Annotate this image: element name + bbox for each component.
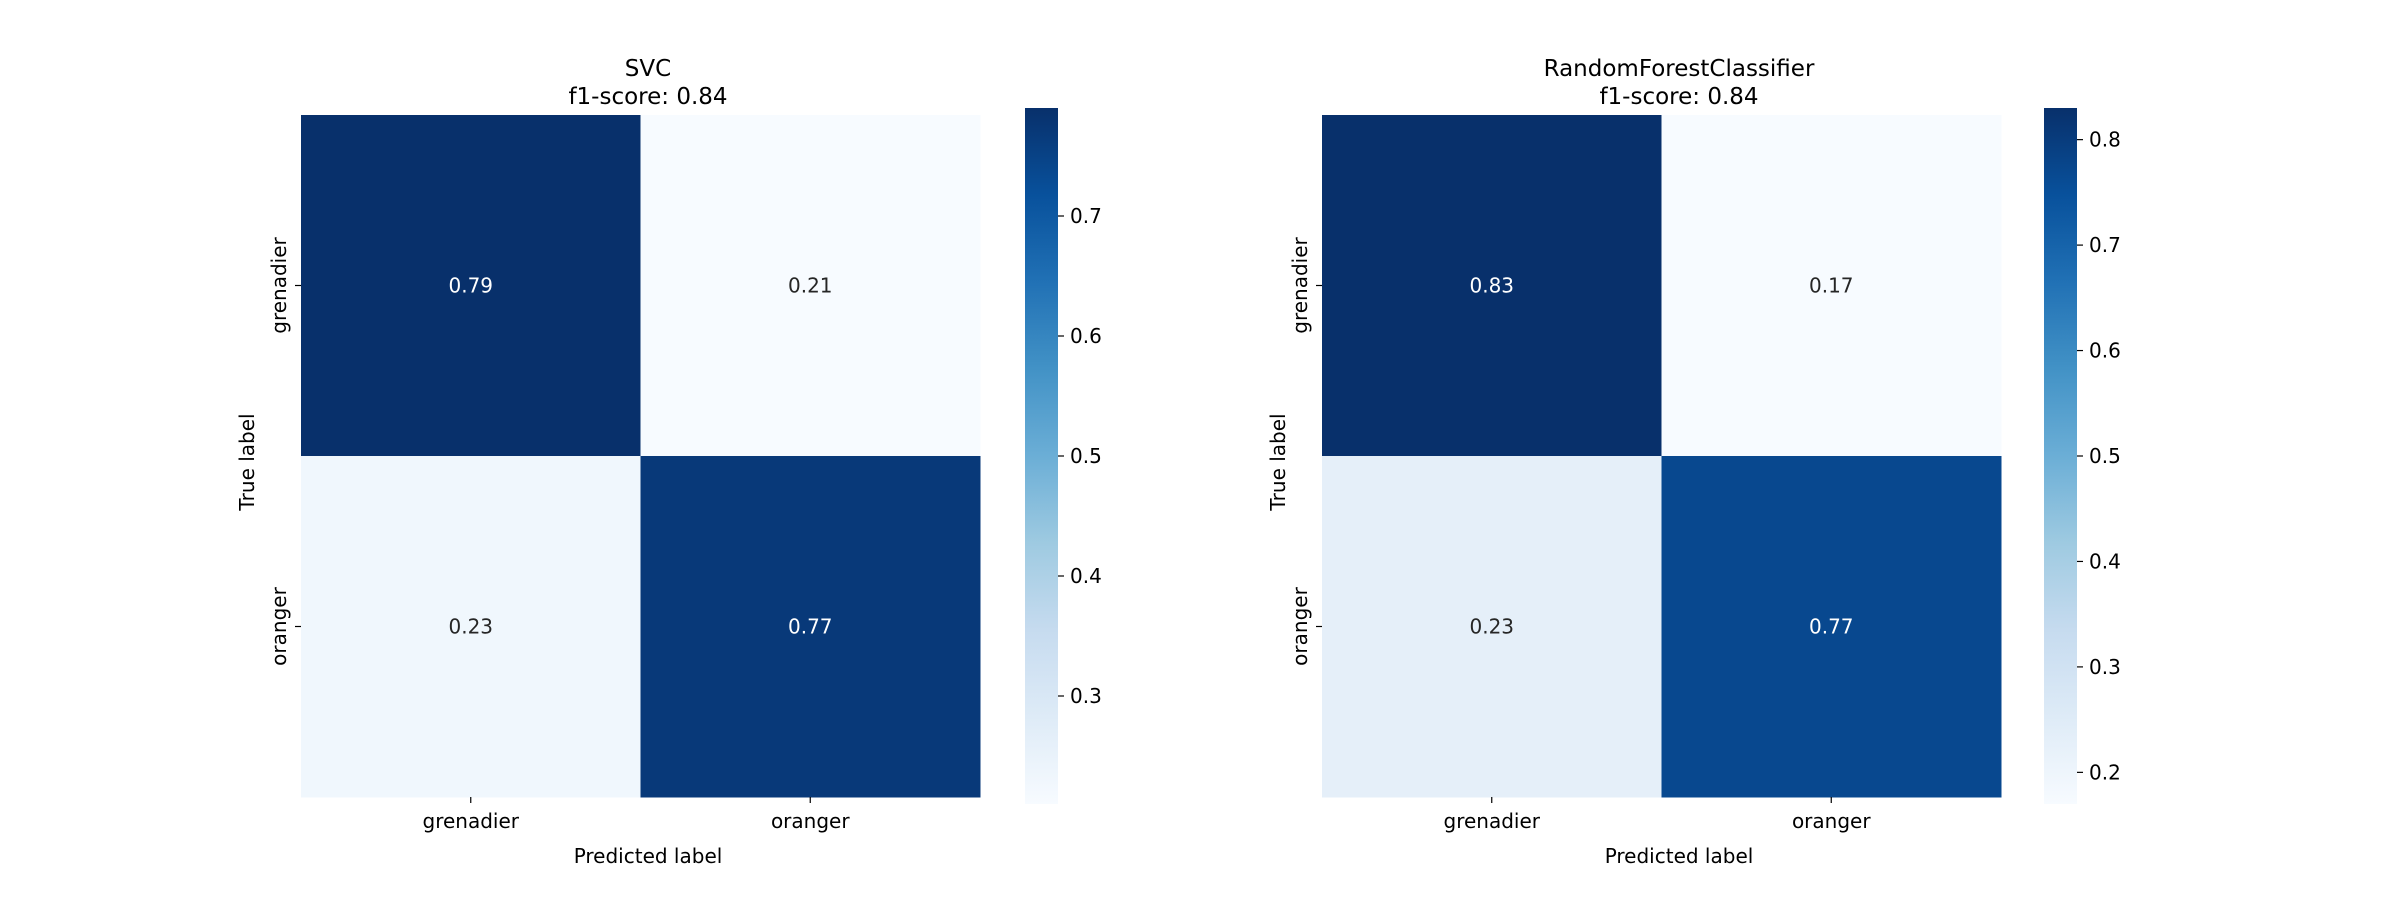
colorbar-tick-label-svc-0: 0.3 bbox=[1070, 684, 1102, 708]
colorbar-tick-label-randomforest-1: 0.3 bbox=[2089, 655, 2121, 679]
colorbar-tick-label-randomforest-0: 0.2 bbox=[2089, 760, 2121, 784]
cell-value-label-svc-r1-c1: 0.77 bbox=[788, 615, 833, 639]
colorbar-gradient-svc bbox=[1025, 108, 1058, 804]
heatmap-cell-svc-r1-c1 bbox=[640, 456, 981, 798]
x-axis-label-svc: Predicted label bbox=[574, 844, 723, 868]
y-tick-label-randomforest-1: oranger bbox=[1288, 586, 1312, 665]
chart-subtitle-svc: f1-score: 0.84 bbox=[568, 84, 727, 110]
chart-title-svc: SVC bbox=[625, 56, 671, 82]
cell-value-label-svc-r0-c1: 0.21 bbox=[788, 274, 833, 298]
y-tick-label-randomforest-0: grenadier bbox=[1288, 236, 1312, 333]
colorbar-tick-label-randomforest-5: 0.7 bbox=[2089, 233, 2121, 257]
colorbar-tick-label-svc-1: 0.4 bbox=[1070, 564, 1102, 588]
heatmap-cells-randomforest: 0.83 0.17 0.23 0.77 bbox=[1322, 115, 2002, 798]
x-tick-labels-svc: grenadier oranger bbox=[423, 797, 850, 833]
heatmap-cell-svc-r0-c0 bbox=[301, 115, 641, 457]
x-tick-labels-randomforest: grenadier oranger bbox=[1444, 797, 1871, 833]
cell-value-label-randomforest-r1-c1: 0.77 bbox=[1809, 615, 1854, 639]
chart-title-randomforest: RandomForestClassifier bbox=[1544, 56, 1815, 82]
heatmap-cell-randomforest-r1-c0 bbox=[1322, 456, 1662, 798]
colorbar-tick-label-randomforest-3: 0.5 bbox=[2089, 444, 2121, 468]
y-tick-label-svc-1: oranger bbox=[267, 586, 291, 665]
cell-value-label-svc-r0-c0: 0.79 bbox=[448, 274, 493, 298]
x-tick-label-svc-1: oranger bbox=[771, 809, 850, 833]
cell-value-label-randomforest-r0-c0: 0.83 bbox=[1469, 274, 1514, 298]
heatmap-cell-randomforest-r0-c0 bbox=[1322, 115, 1662, 457]
y-axis-label-svc: True label bbox=[235, 413, 259, 511]
heatmap-cells-svc: 0.79 0.21 0.23 0.77 bbox=[301, 115, 981, 798]
heatmap-cell-randomforest-r1-c1 bbox=[1661, 456, 2002, 798]
x-axis-label-randomforest: Predicted label bbox=[1605, 844, 1754, 868]
colorbar-svc: 0.3 0.4 0.5 0.6 0.7 bbox=[1025, 108, 1102, 804]
colorbar-randomforest: 0.2 0.3 0.4 0.5 0.6 0.7 0.8 bbox=[2044, 108, 2121, 804]
heatmap-cell-svc-r0-c1 bbox=[640, 115, 981, 457]
cell-value-label-randomforest-r0-c1: 0.17 bbox=[1809, 274, 1854, 298]
heatmap-panel-randomforest: RandomForestClassifier f1-score: 0.84 0.… bbox=[1266, 56, 2121, 868]
colorbar-tick-label-randomforest-6: 0.8 bbox=[2089, 128, 2121, 152]
colorbar-tick-label-randomforest-2: 0.4 bbox=[2089, 549, 2121, 573]
y-axis-label-randomforest: True label bbox=[1266, 413, 1290, 511]
cell-value-label-randomforest-r1-c0: 0.23 bbox=[1469, 615, 1514, 639]
chart-subtitle-randomforest: f1-score: 0.84 bbox=[1599, 84, 1758, 110]
cell-value-label-svc-r1-c0: 0.23 bbox=[448, 615, 493, 639]
x-tick-label-svc-0: grenadier bbox=[423, 809, 520, 833]
heatmap-cell-randomforest-r0-c1 bbox=[1661, 115, 2002, 457]
colorbar-tick-label-svc-2: 0.5 bbox=[1070, 444, 1102, 468]
colorbar-tick-label-svc-3: 0.6 bbox=[1070, 324, 1102, 348]
y-tick-labels-randomforest: grenadier oranger bbox=[1288, 236, 1322, 666]
y-tick-labels-svc: grenadier oranger bbox=[267, 236, 301, 666]
x-tick-label-randomforest-1: oranger bbox=[1792, 809, 1871, 833]
heatmap-panel-svc: SVC f1-score: 0.84 0.79 0.21 0.23 0.77 gren… bbox=[235, 56, 1102, 868]
x-tick-label-randomforest-0: grenadier bbox=[1444, 809, 1541, 833]
y-tick-label-svc-0: grenadier bbox=[267, 236, 291, 333]
colorbar-tick-label-randomforest-4: 0.6 bbox=[2089, 339, 2121, 363]
colorbar-gradient-randomforest bbox=[2044, 108, 2077, 804]
colorbar-tick-label-svc-4: 0.7 bbox=[1070, 204, 1102, 228]
heatmap-cell-svc-r1-c0 bbox=[301, 456, 641, 798]
